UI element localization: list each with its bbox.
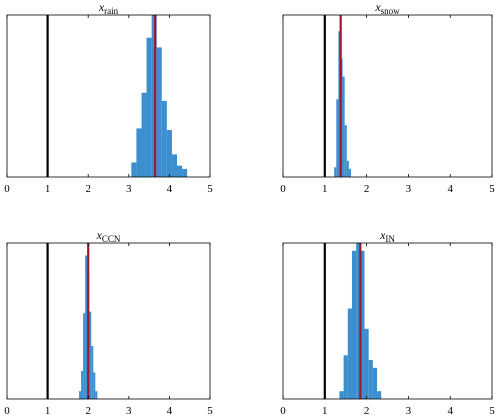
histogram-bar (177, 165, 183, 177)
panel-title: xrain (98, 0, 119, 16)
x-tick-label: 3 (406, 183, 412, 195)
panel-x-snow: 0 1 2 3 4 5 xsnow (280, 0, 495, 195)
panel-title-base: x (98, 0, 105, 14)
x-tick-label: 3 (126, 405, 132, 417)
histogram-bar (91, 345, 94, 399)
panel-title-subscript: IN (385, 234, 395, 244)
histogram-bar (372, 367, 378, 399)
histogram-bar (342, 76, 345, 177)
x-tick-label: 3 (406, 405, 412, 417)
axes-frame (6, 242, 211, 400)
x-tick-label: 4 (447, 405, 453, 417)
histogram-bar (182, 168, 188, 177)
histogram-bar (348, 168, 351, 177)
histogram-bar (93, 372, 96, 399)
x-tick-label: 0 (280, 405, 286, 417)
panel-title-subscript: rain (104, 6, 118, 16)
panel-title-subscript: CCN (102, 234, 121, 244)
histogram-bar (166, 130, 172, 177)
x-tick-label: 2 (85, 183, 91, 195)
x-tick-label: 3 (126, 183, 132, 195)
histogram-bar (344, 125, 347, 177)
histogram-bar (89, 311, 92, 399)
panel-title-base: x (379, 228, 386, 242)
x-tick-label: 5 (207, 405, 213, 417)
panel-x-rain: 0 1 2 3 4 5 xrain (4, 0, 213, 195)
histogram-bar (83, 313, 86, 399)
histogram-bar (136, 128, 142, 177)
x-tick-label: 0 (4, 405, 10, 417)
panel-title: xCCN (96, 228, 121, 244)
panel-title-base: x (374, 0, 381, 14)
x-tick-label: 0 (280, 183, 286, 195)
x-tick-label: 4 (167, 405, 173, 417)
x-tick-label: 5 (489, 405, 495, 417)
histogram-bar (343, 355, 348, 399)
histogram-bar (351, 250, 357, 399)
histogram-bar (336, 99, 339, 177)
x-tick-label: 4 (167, 183, 173, 195)
x-tick-label: 0 (4, 183, 10, 195)
histogram-bar (334, 167, 337, 177)
x-tick-label: 2 (364, 405, 370, 417)
histogram-bar (377, 391, 382, 399)
panel-x-in: 0 1 2 3 4 5 xIN (280, 228, 495, 417)
histogram-bar (368, 360, 373, 399)
histogram-bar (347, 308, 352, 399)
histogram-bar (156, 47, 162, 178)
histogram-bar (364, 328, 369, 399)
histogram-bar (131, 162, 137, 177)
histogram-bar (95, 391, 98, 399)
x-tick-label: 5 (489, 183, 495, 195)
histogram-bar (81, 370, 84, 399)
histogram-bar (360, 250, 365, 399)
axes-frame (282, 14, 493, 178)
histogram-bar (339, 391, 344, 399)
panel-title: xsnow (374, 0, 400, 16)
histogram-bar (338, 31, 341, 178)
panel-title: xIN (379, 228, 395, 244)
panel-x-ccn: 0 1 2 3 4 5 xCCN (4, 228, 213, 417)
histogram-bar (146, 37, 152, 178)
histogram-bar (171, 154, 178, 177)
histogram-bar (346, 160, 349, 177)
panel-title-base: x (96, 228, 103, 242)
histogram-bar (79, 391, 82, 399)
x-tick-label: 5 (207, 183, 213, 195)
axes-frame (6, 14, 211, 178)
histogram-bar (141, 92, 147, 177)
histogram-bar (161, 100, 167, 177)
x-tick-label: 1 (322, 405, 328, 417)
x-tick-label: 1 (322, 183, 328, 195)
x-tick-label: 1 (45, 405, 51, 417)
panel-title-subscript: snow (381, 6, 401, 16)
histogram-bar (356, 243, 361, 399)
histogram-bar (85, 255, 88, 399)
x-tick-label: 2 (85, 405, 91, 417)
x-tick-label: 2 (364, 183, 370, 195)
x-tick-label: 1 (45, 183, 51, 195)
axes-frame (282, 242, 493, 400)
x-tick-label: 4 (447, 183, 453, 195)
